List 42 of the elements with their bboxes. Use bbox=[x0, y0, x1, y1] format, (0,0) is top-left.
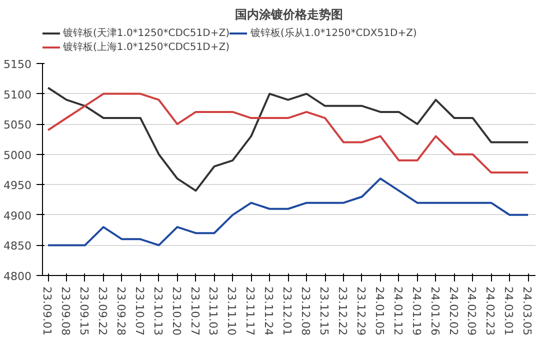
line-series bbox=[47, 86, 530, 192]
x-tick-label: 24.01.05 bbox=[372, 286, 386, 336]
y-tick-label: 5050 bbox=[4, 118, 32, 132]
x-tick-label: 24.02.09 bbox=[465, 286, 478, 336]
x-tick-label: 23.11.03 bbox=[206, 286, 220, 336]
legend-label: 镀锌板(上海1.0*1250*CDC51D+Z) bbox=[63, 40, 230, 54]
x-tick-label: 23.10.13 bbox=[151, 286, 164, 336]
line-series bbox=[47, 178, 530, 246]
x-tick-label: 24.03.05 bbox=[520, 286, 534, 336]
x-tick-label: 23.09.01 bbox=[40, 286, 54, 336]
x-tick-label: 24.01.12 bbox=[391, 286, 404, 336]
line-series bbox=[47, 92, 530, 174]
y-tick-label: 4950 bbox=[4, 179, 32, 192]
x-tick-label: 23.09.08 bbox=[59, 286, 72, 336]
x-tick-label: 23.11.24 bbox=[262, 286, 276, 336]
y-tick-label: 4850 bbox=[4, 240, 32, 253]
x-tick-label: 23.10.20 bbox=[170, 286, 183, 336]
legend-label: 镀锌板(乐从1.0*1250*CDX51D+Z) bbox=[250, 26, 417, 40]
x-tick-label: 23.09.15 bbox=[77, 286, 90, 336]
x-tick-label: 23.12.08 bbox=[299, 286, 312, 336]
y-tick-label: 4900 bbox=[4, 209, 32, 222]
x-tick-label: 23.09.28 bbox=[114, 286, 128, 336]
x-tick-label: 23.11.17 bbox=[244, 286, 257, 336]
x-tick-label: 23.12.29 bbox=[354, 286, 368, 336]
chart-title: 国内涂镀价格走势图 bbox=[235, 8, 343, 22]
x-tick-label: 23.12.15 bbox=[318, 286, 331, 336]
x-tick-label: 24.03.01 bbox=[502, 286, 516, 336]
x-tick-label: 23.11.10 bbox=[225, 286, 238, 336]
x-tick-label: 23.12.22 bbox=[336, 286, 349, 336]
x-tick-label: 24.01.19 bbox=[410, 286, 423, 336]
y-tick-label: 5000 bbox=[4, 148, 32, 162]
y-tick-label: 4800 bbox=[4, 270, 32, 283]
x-tick-label: 24.01.26 bbox=[428, 286, 442, 336]
y-tick-label: 5150 bbox=[4, 58, 32, 71]
y-tick-label: 5100 bbox=[4, 88, 32, 102]
x-tick-label: 23.10.27 bbox=[188, 286, 202, 336]
legend-label: 镀锌板(天津1.0*1250*CDC51D+Z) bbox=[63, 26, 230, 40]
x-tick-label: 23.09.22 bbox=[96, 286, 109, 336]
x-tick-label: 23.12.01 bbox=[280, 286, 294, 336]
x-tick-label: 24.02.23 bbox=[484, 286, 497, 336]
x-tick-label: 23.10.07 bbox=[132, 286, 146, 336]
x-tick-label: 24.02.02 bbox=[446, 286, 460, 336]
